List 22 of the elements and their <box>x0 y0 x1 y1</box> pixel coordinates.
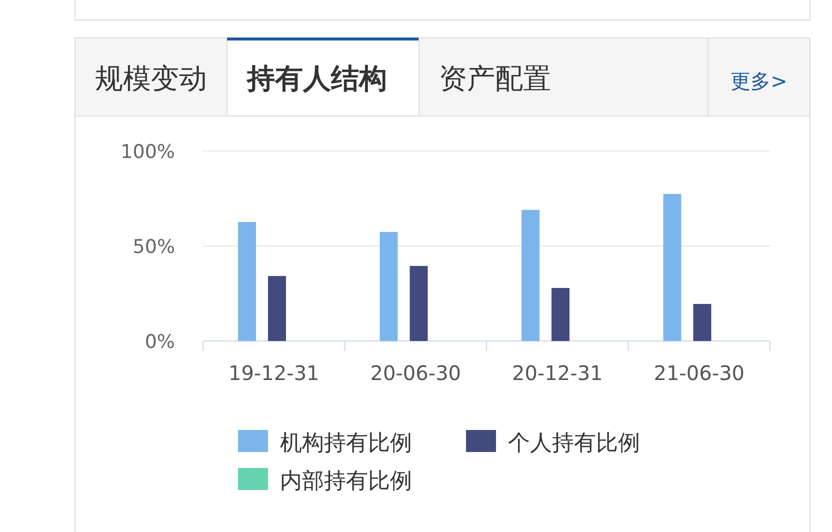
text: 规模变动 <box>95 62 207 95</box>
bar <box>663 194 682 341</box>
text: 持有人结构 <box>246 62 387 95</box>
legend-label: 个人持有比例 <box>508 431 640 456</box>
x-tick-label: 21-06-30 <box>654 361 745 385</box>
y-tick-label: 0% <box>144 331 175 353</box>
bar <box>522 210 540 341</box>
x-tick-label: 20-12-31 <box>512 361 603 385</box>
bar <box>410 266 428 341</box>
legend-label: 机构持有比例 <box>280 431 412 456</box>
x-tick-label: 20-06-30 <box>370 361 462 385</box>
bar <box>238 222 256 341</box>
bar <box>268 276 286 341</box>
text: 资产配置 <box>439 62 551 95</box>
bar <box>693 304 712 341</box>
y-tick-label: 100% <box>120 141 175 163</box>
legend-label: 内部持有比例 <box>280 469 412 494</box>
x-tick-label: 19-12-31 <box>228 361 320 385</box>
text: 更多> <box>730 69 788 93</box>
y-tick-label: 50% <box>132 236 175 258</box>
bar <box>552 288 570 341</box>
bar <box>380 232 398 341</box>
